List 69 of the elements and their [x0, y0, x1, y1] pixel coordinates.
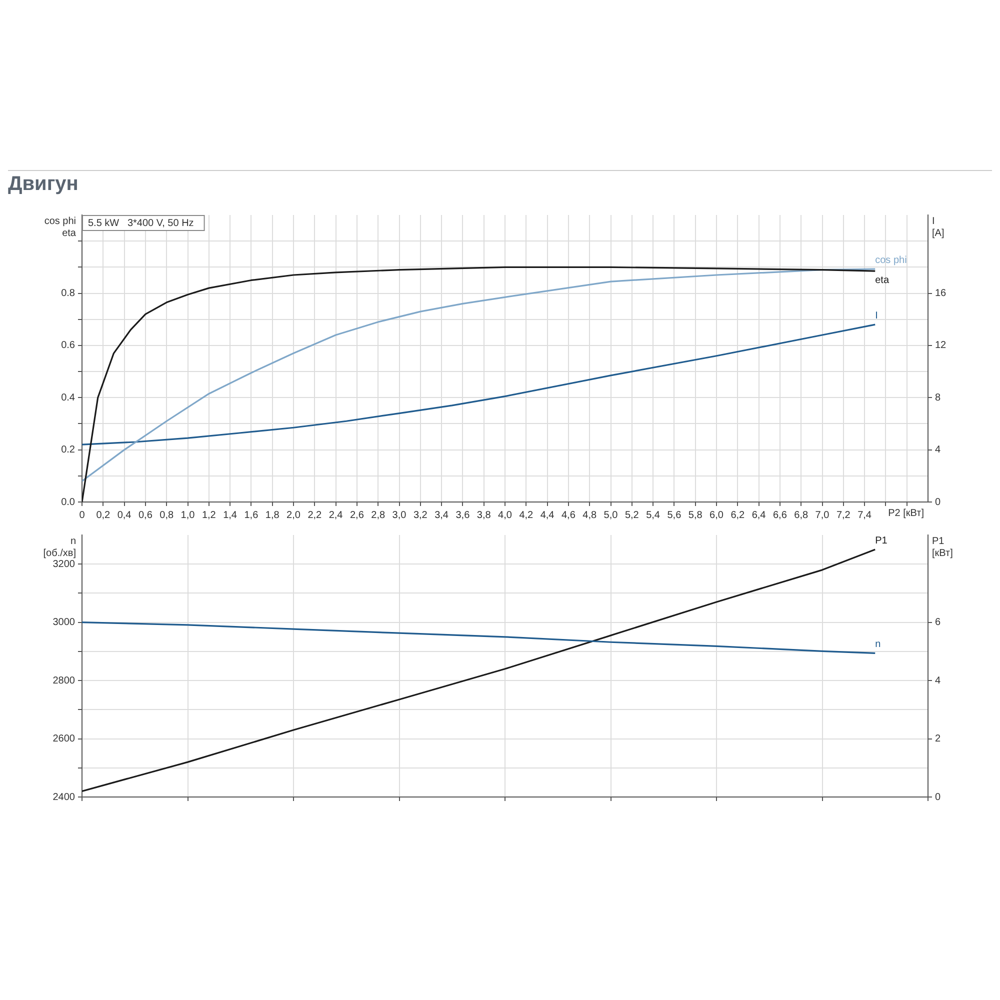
x-tick-label: 0: [79, 510, 86, 521]
x-tick-label: 6,4: [752, 510, 766, 521]
x-tick-label: 5,8: [688, 510, 703, 521]
y2-tick-label: 6: [935, 617, 941, 628]
y2-tick-label: 4: [935, 444, 941, 456]
x-axis-title: P2 [кВт]: [888, 508, 924, 519]
y2-tick-label: 16: [935, 288, 947, 300]
y-axis-title: cos phi eta: [44, 216, 76, 239]
x-tick-label: 6,2: [730, 510, 746, 521]
y2-tick-label: 0: [935, 496, 941, 508]
x-tick-label: 0,4: [117, 510, 132, 521]
y-tick-label: 3000: [52, 617, 76, 628]
x-tick-label: 4,8: [582, 510, 597, 521]
y-tick-label: 3200: [52, 558, 76, 570]
y2-tick-label: 8: [935, 392, 941, 404]
x-tick-label: 5,4: [646, 510, 660, 521]
series-label: I: [875, 310, 878, 322]
series-label: cos phi: [875, 254, 907, 266]
y2-axis-title: P1 [кВт]: [932, 536, 954, 559]
x-tick-label: 3,2: [413, 510, 428, 521]
y-tick-label: 0.6: [61, 340, 76, 352]
x-tick-label: 0,2: [96, 510, 111, 521]
x-tick-label: 3,4: [434, 510, 449, 521]
y-tick-label: 2800: [52, 675, 76, 686]
x-tick-label: 5,2: [624, 510, 640, 521]
y2-tick-label: 12: [935, 340, 947, 352]
x-tick-label: 1,8: [265, 510, 280, 521]
y-tick-label: 2400: [52, 792, 76, 803]
x-tick-label: 2,4: [328, 510, 344, 521]
x-tick-label: 6,8: [794, 510, 808, 521]
y-tick-label: 0.2: [61, 444, 76, 456]
y-tick-label: 0.0: [61, 496, 76, 508]
y-tick-label: 0.8: [61, 288, 76, 300]
annotation: 5.5 kW 3*400 V, 50 Hz: [88, 218, 194, 229]
x-tick-label: 4,0: [498, 510, 512, 521]
y-axis-title: n [об./хв]: [43, 536, 76, 559]
x-tick-label: 4,2: [519, 510, 534, 521]
x-tick-label: 3,8: [476, 510, 492, 521]
series-label: n: [875, 638, 881, 650]
x-tick-label: 1,4: [223, 510, 238, 521]
x-tick-label: 7,4: [858, 510, 872, 521]
x-tick-label: 1,2: [202, 510, 216, 521]
y-tick-label: 0.4: [61, 392, 76, 404]
x-tick-label: 6,0: [710, 510, 724, 521]
x-tick-label: 4,4: [540, 510, 555, 521]
x-tick-label: 3,6: [456, 510, 470, 521]
x-tick-label: 7,2: [836, 510, 851, 521]
x-tick-label: 0,6: [138, 510, 153, 521]
x-tick-label: 2,6: [350, 510, 364, 521]
x-tick-label: 7,0: [815, 510, 830, 521]
x-tick-label: 2,8: [371, 510, 386, 521]
x-tick-label: 1,0: [180, 510, 196, 521]
x-tick-label: 3,0: [392, 510, 407, 521]
x-tick-label: 1,6: [244, 510, 259, 521]
x-tick-label: 2,2: [308, 510, 322, 521]
x-tick-label: 2,0: [286, 510, 301, 521]
y2-tick-label: 0: [935, 792, 941, 803]
y2-axis-title: I [A]: [932, 216, 944, 239]
x-tick-label: 5,0: [604, 510, 618, 521]
y2-tick-label: 4: [935, 675, 941, 686]
x-tick-label: 4,6: [561, 510, 576, 521]
y2-tick-label: 2: [935, 734, 941, 745]
chart-title: Двигун: [8, 172, 80, 197]
series-label: P1: [875, 535, 888, 546]
y-tick-label: 2600: [52, 734, 76, 745]
x-tick-label: 5,6: [667, 510, 682, 521]
x-tick-label: 0,8: [160, 510, 174, 521]
x-tick-label: 6,6: [772, 510, 788, 521]
series-label: eta: [875, 274, 890, 286]
